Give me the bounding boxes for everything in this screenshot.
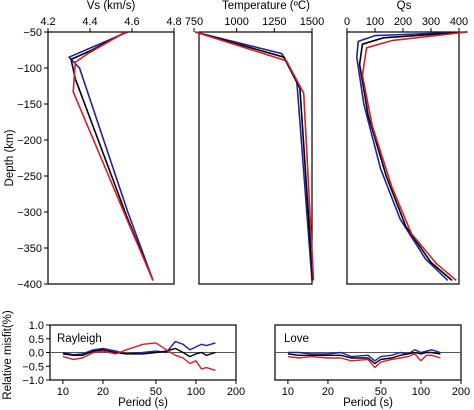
qs-series-line-1 xyxy=(358,31,468,282)
love-label: Love xyxy=(284,333,309,345)
series-line-0 xyxy=(195,31,313,281)
x-tick-label: 100 xyxy=(412,386,430,398)
misfit-series-line-2 xyxy=(287,353,441,369)
misfit-series-line-1 xyxy=(287,351,441,365)
x-tick-label: 400 xyxy=(450,16,468,28)
series-line-1 xyxy=(70,31,154,281)
qs-series-group xyxy=(355,31,468,282)
x-tick-label: 20 xyxy=(322,386,334,398)
panel-vs: Vs (km/s) 4.2 4.4 4.6 4.8 −50 −100 −150 −200 −2… xyxy=(4,0,182,291)
x-tick-label: 4.4 xyxy=(82,16,97,28)
x-tick-label: 50 xyxy=(150,386,162,398)
y-tick-label: −400 xyxy=(17,279,42,291)
depth-yticks: −50 −100 −150 −200 −250 −300 −350 −400 xyxy=(17,27,48,291)
qs-series-line-0 xyxy=(355,31,468,281)
y-tick-label: −350 xyxy=(17,243,42,255)
x-tick-label: 100 xyxy=(366,16,384,28)
x-tick-label: 200 xyxy=(394,16,412,28)
y-tick-label: −300 xyxy=(17,207,42,219)
series-line-1 xyxy=(194,31,314,281)
temperature-plot-frame xyxy=(198,31,313,285)
x-tick-label: 10 xyxy=(282,386,294,398)
panel-temperature: Temperature (ºC) 750 1000 1250 1500 xyxy=(185,0,324,285)
y-tick-label: −150 xyxy=(17,99,42,111)
x-tick-label: 1250 xyxy=(262,16,286,28)
x-tick-label: 10 xyxy=(57,386,69,398)
x-tick-label: 750 xyxy=(185,16,203,28)
y-tick-label: −250 xyxy=(17,171,42,183)
y-tick-label: −200 xyxy=(17,135,42,147)
series-line-2 xyxy=(194,31,315,281)
love-x-label: Period (s) xyxy=(343,397,393,409)
vs-series-group xyxy=(68,31,154,281)
x-tick-label: 4.6 xyxy=(124,16,139,28)
x-tick-label: 0 xyxy=(344,16,350,28)
y-tick-label: −1.0 xyxy=(22,375,44,387)
rayleigh-series-group xyxy=(62,340,216,372)
x-tick-label: 100 xyxy=(187,386,205,398)
love-xticks: 10 20 50 100 200 xyxy=(282,380,470,398)
depth-axis-label: Depth (km) xyxy=(4,129,16,186)
qs-title: Qs xyxy=(397,0,412,12)
panel-love: Love 10 20 50 100 200 Period (s) xyxy=(274,324,470,409)
misfit-axis-label: Relative misfit(%) xyxy=(2,310,14,400)
x-tick-label: 200 xyxy=(227,386,245,398)
series-line-0 xyxy=(68,31,154,281)
series-line-2 xyxy=(72,31,154,281)
y-tick-label: −100 xyxy=(17,63,42,75)
vs-title: Vs (km/s) xyxy=(87,0,136,12)
y-tick-label: −50 xyxy=(23,27,42,39)
misfit-series-line-0 xyxy=(62,340,216,356)
rayleigh-x-label: Period (s) xyxy=(118,397,168,409)
misfit-series-line-0 xyxy=(287,349,441,362)
panel-rayleigh: Rayleigh 10 20 50 100 200 1.00.50.0−0.5−1.0 … xyxy=(2,310,245,409)
love-series-group xyxy=(287,349,441,369)
x-tick-label: 200 xyxy=(452,386,470,398)
vs-plot-frame xyxy=(47,31,175,285)
panel-qs: Qs 0 100 200 300 400 xyxy=(344,0,468,285)
temperature-title: Temperature (ºC) xyxy=(222,0,310,12)
x-tick-label: 20 xyxy=(97,386,109,398)
y-tick-label: 1.0 xyxy=(29,320,44,332)
qs-xticks: 0 100 200 300 400 xyxy=(344,16,468,32)
temperature-series-group xyxy=(194,31,315,281)
x-tick-label: 50 xyxy=(375,386,387,398)
rayleigh-label: Rayleigh xyxy=(57,333,102,345)
rayleigh-xticks: 10 20 50 100 200 xyxy=(57,380,245,398)
y-tick-label: 0.0 xyxy=(29,348,44,360)
x-tick-label: 1500 xyxy=(300,16,324,28)
x-tick-label: 4.8 xyxy=(166,16,181,28)
x-tick-label: 300 xyxy=(422,16,440,28)
x-tick-label: 1000 xyxy=(224,16,248,28)
temperature-xticks: 750 1000 1250 1500 xyxy=(185,16,324,32)
qs-series-line-2 xyxy=(361,31,468,282)
vs-xticks: 4.2 4.4 4.6 4.8 xyxy=(40,16,182,32)
misfit-series-line-2 xyxy=(62,342,216,372)
x-tick-label: 4.2 xyxy=(40,16,55,28)
y-tick-label: −0.5 xyxy=(22,361,44,373)
misfit-yticks: 1.0 0.5 0.0−0.5 −1.0 xyxy=(22,320,50,387)
misfit-series-line-1 xyxy=(62,347,216,358)
y-tick-label: 0.5 xyxy=(29,334,44,346)
